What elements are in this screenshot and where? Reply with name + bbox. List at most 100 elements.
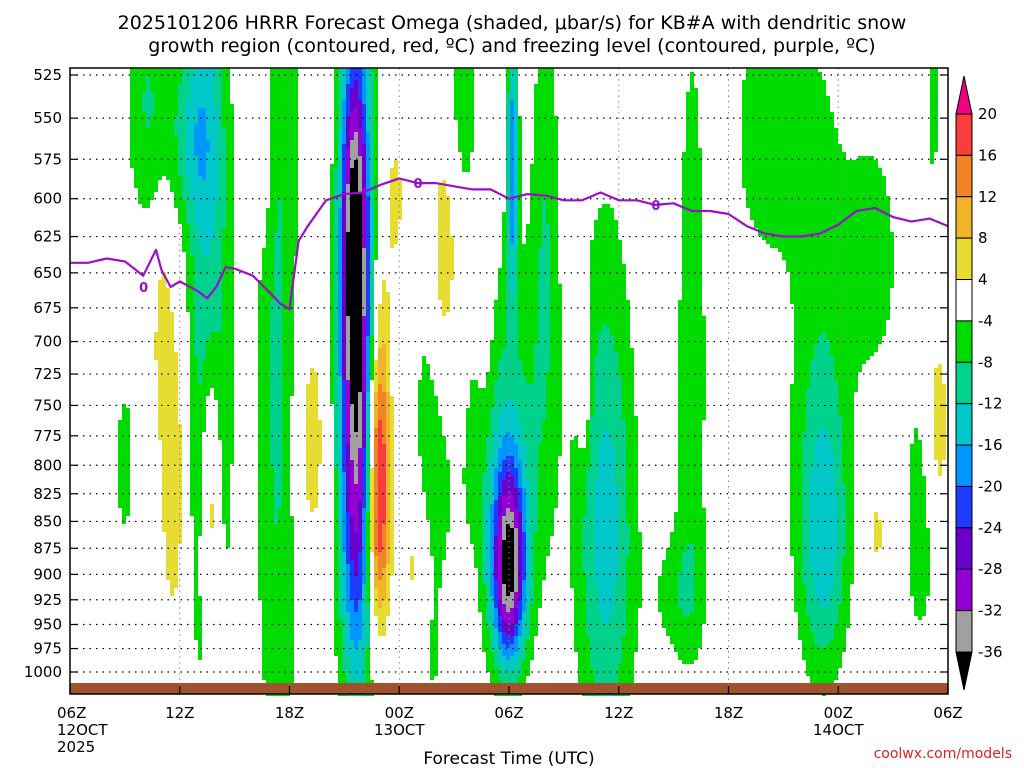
omega-cell bbox=[458, 144, 474, 148]
omega-cell bbox=[514, 492, 518, 496]
omega-cell bbox=[282, 476, 290, 480]
omega-cell bbox=[594, 528, 618, 532]
omega-cell bbox=[518, 192, 522, 196]
omega-cell bbox=[498, 636, 502, 640]
omega-cell bbox=[338, 324, 342, 328]
omega-cell bbox=[162, 512, 182, 516]
omega-cell bbox=[334, 464, 338, 468]
omega-cell bbox=[794, 556, 802, 560]
omega-cell bbox=[334, 332, 338, 336]
omega-cell bbox=[350, 344, 362, 348]
omega-cell bbox=[618, 552, 630, 556]
omega-cell bbox=[694, 568, 706, 572]
omega-cell bbox=[502, 524, 506, 528]
omega-cell bbox=[346, 560, 354, 564]
omega-cell bbox=[198, 380, 202, 384]
omega-cell bbox=[374, 528, 378, 532]
omega-cell bbox=[754, 220, 890, 224]
omega-cell bbox=[386, 596, 390, 600]
omega-cell bbox=[130, 104, 142, 108]
omega-cell bbox=[594, 680, 618, 684]
omega-cell bbox=[626, 628, 638, 632]
omega-cell bbox=[686, 132, 698, 136]
omega-cell bbox=[346, 588, 350, 592]
omega-cell bbox=[118, 504, 130, 508]
omega-cell bbox=[346, 380, 350, 384]
omega-cell bbox=[574, 640, 590, 644]
omega-cell bbox=[354, 420, 358, 424]
omega-cell bbox=[386, 356, 390, 360]
omega-cell bbox=[794, 596, 806, 600]
omega-cell bbox=[206, 132, 218, 136]
omega-cell bbox=[502, 356, 518, 360]
omega-cell bbox=[358, 512, 362, 516]
omega-cell bbox=[350, 328, 362, 332]
omega-cell bbox=[258, 356, 270, 360]
omega-cell bbox=[506, 124, 510, 128]
omega-cell bbox=[510, 432, 522, 436]
omega-cell bbox=[270, 148, 298, 152]
omega-cell bbox=[346, 596, 350, 600]
omega-cell bbox=[222, 516, 230, 520]
omega-cell bbox=[358, 136, 362, 140]
omega-cell bbox=[362, 636, 366, 640]
omega-cell bbox=[198, 356, 206, 360]
omega-cell bbox=[374, 484, 378, 488]
omega-cell bbox=[686, 124, 698, 128]
omega-cell bbox=[346, 280, 362, 284]
omega-cell bbox=[494, 584, 498, 588]
omega-cell bbox=[510, 252, 514, 256]
omega-cell bbox=[522, 548, 526, 552]
omega-cell bbox=[686, 92, 698, 96]
omega-cell bbox=[370, 476, 374, 480]
omega-cell bbox=[350, 664, 362, 668]
omega-cell bbox=[594, 532, 618, 536]
omega-cell bbox=[546, 212, 558, 216]
omega-cell bbox=[334, 260, 338, 264]
omega-cell bbox=[374, 196, 378, 200]
omega-cell bbox=[270, 188, 298, 192]
omega-cell bbox=[130, 128, 174, 132]
omega-cell bbox=[346, 264, 362, 268]
omega-cell bbox=[798, 636, 814, 640]
omega-cell bbox=[386, 472, 390, 476]
omega-cell bbox=[190, 464, 202, 468]
omega-cell bbox=[374, 612, 390, 616]
omega-cell bbox=[342, 324, 346, 328]
omega-cell bbox=[830, 592, 842, 596]
omega-cell bbox=[486, 444, 494, 448]
omega-cell bbox=[490, 600, 494, 604]
omega-cell bbox=[430, 520, 450, 524]
omega-cell bbox=[538, 464, 558, 468]
omega-cell bbox=[518, 624, 522, 628]
omega-cell bbox=[382, 288, 386, 292]
omega-cell bbox=[174, 196, 182, 200]
omega-cell bbox=[618, 492, 626, 496]
omega-cell bbox=[502, 220, 506, 224]
omega-cell bbox=[686, 128, 698, 132]
omega-cell bbox=[390, 204, 402, 208]
omega-cell bbox=[210, 248, 222, 252]
omega-cell bbox=[198, 364, 202, 368]
omega-cell bbox=[378, 356, 386, 360]
omega-cell bbox=[590, 256, 622, 260]
omega-cell bbox=[190, 344, 194, 348]
omega-cell bbox=[594, 400, 622, 404]
omega-cell bbox=[590, 328, 602, 332]
omega-cell bbox=[362, 184, 366, 188]
omega-cell bbox=[366, 528, 370, 532]
omega-cell bbox=[490, 476, 494, 480]
omega-cell bbox=[494, 620, 498, 624]
omega-cell bbox=[514, 212, 518, 216]
omega-cell bbox=[194, 320, 222, 324]
omega-cell bbox=[374, 576, 378, 580]
omega-cell bbox=[270, 464, 282, 468]
omega-cell bbox=[482, 648, 490, 652]
omega-cell bbox=[498, 484, 502, 488]
omega-cell bbox=[338, 160, 342, 164]
omega-cell bbox=[362, 396, 366, 400]
omega-cell bbox=[346, 324, 350, 328]
omega-cell bbox=[358, 472, 362, 476]
omega-cell bbox=[790, 440, 802, 444]
omega-cell bbox=[466, 512, 482, 516]
